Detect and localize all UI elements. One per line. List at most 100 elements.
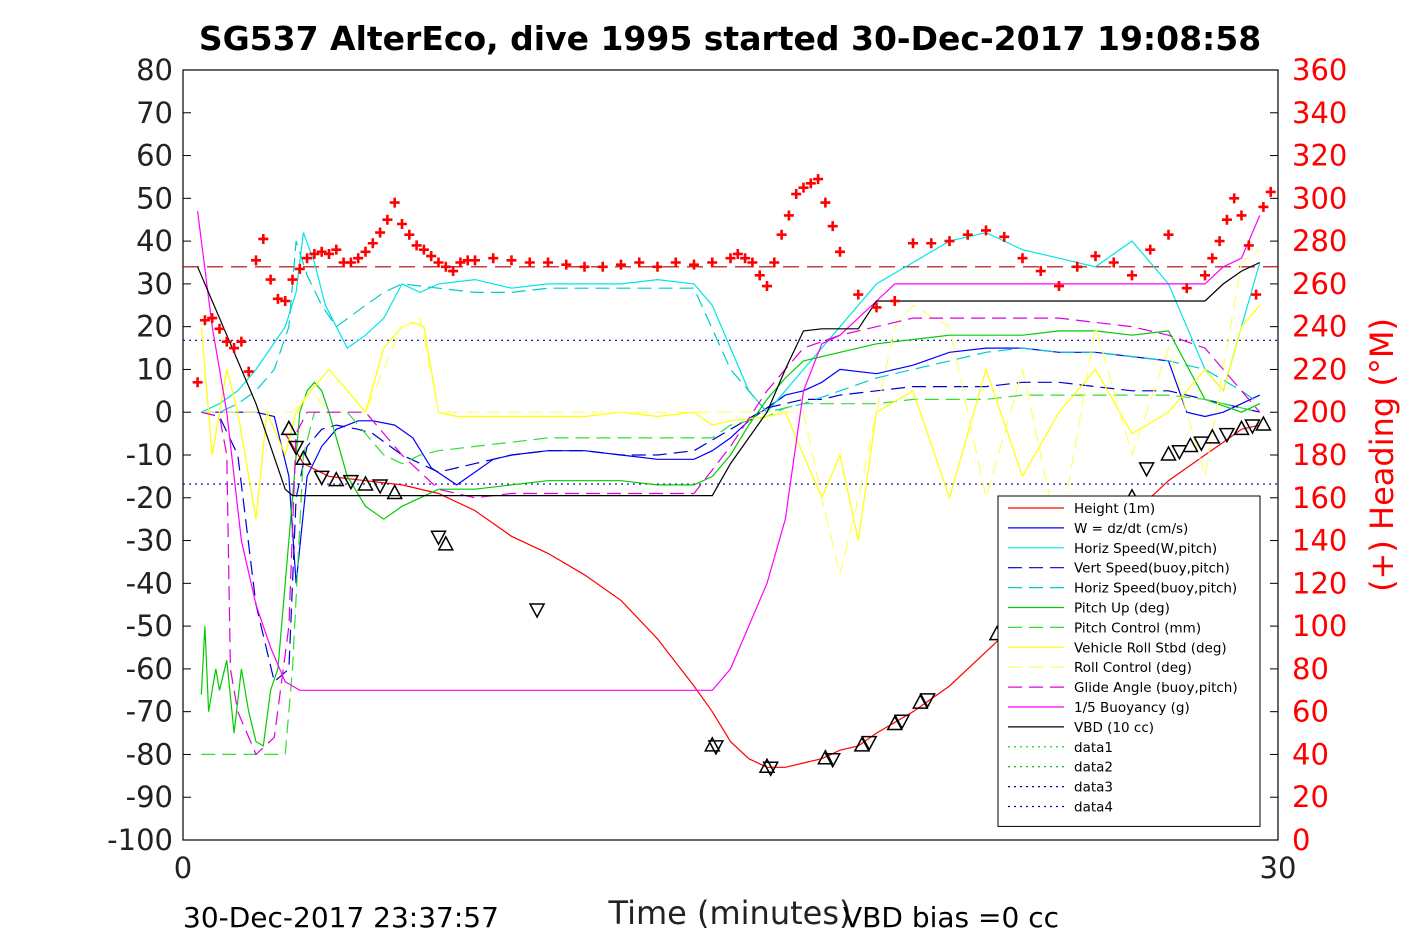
legend-box (997, 495, 1261, 827)
legend-label: data1 (1074, 740, 1113, 756)
y-right-tick-label: 80 (1292, 652, 1329, 686)
heading-point (294, 263, 305, 274)
y-axis-left: 80 70 60 50 40 30 20 10 0 -10 -20 -30 -40 -50 -60 -70 -8… (107, 53, 191, 857)
heading-point (397, 219, 407, 229)
sample-marker (528, 603, 546, 619)
heading-point (707, 257, 718, 268)
sample-marker (1233, 419, 1250, 436)
y-tick-label: -100 (107, 823, 173, 857)
y-right-tick-label: 180 (1292, 438, 1347, 472)
heading-point (524, 257, 535, 268)
heading-point (367, 238, 378, 249)
sample-marker (280, 419, 298, 436)
heading-point (1017, 253, 1028, 264)
y-tick-label: 40 (136, 224, 173, 258)
heading-point (1200, 270, 1210, 281)
y-right-tick-label: 340 (1292, 96, 1347, 130)
sample-marker (1171, 444, 1188, 461)
sample-marker (1160, 445, 1177, 461)
heading-point (251, 255, 261, 266)
sample-marker (1193, 436, 1210, 452)
series-line (201, 394, 1260, 756)
y-right-tick-label: 220 (1292, 352, 1347, 386)
legend-label: Pitch Control (mm) (1074, 620, 1201, 636)
y-right-tick-label: 120 (1292, 566, 1347, 600)
y-tick-label: -80 (126, 737, 173, 771)
heading-point (404, 229, 415, 240)
heading-point (316, 246, 327, 257)
y-tick-label: -10 (126, 438, 173, 472)
sample-marker (707, 740, 725, 756)
heading-point (243, 366, 254, 377)
heading-point (1090, 251, 1101, 262)
heading-point (1251, 289, 1262, 300)
x-axis: 0 30 (174, 832, 1297, 885)
heading-point (783, 210, 794, 221)
y-tick-label: -30 (126, 524, 173, 558)
heading-point (1054, 281, 1064, 292)
series-line (197, 261, 1261, 497)
y-tick-label: 60 (136, 139, 173, 173)
heading-point (207, 313, 218, 324)
legend-label: Height (1m) (1074, 501, 1155, 517)
y-right-tick-label: 300 (1292, 181, 1347, 215)
sample-marker (357, 475, 374, 491)
heading-point (791, 189, 802, 200)
heading-point (999, 231, 1010, 242)
heading-point (1207, 253, 1218, 264)
heading-point (597, 261, 608, 272)
heading-point (776, 229, 787, 240)
series-line (201, 317, 1261, 756)
y-right-tick-label: 20 (1292, 780, 1329, 814)
x-tick-label: 0 (174, 851, 192, 885)
heading-point (1108, 257, 1119, 268)
y-tick-label: -60 (126, 652, 173, 686)
heading-layer (192, 174, 1276, 388)
sample-marker (287, 440, 305, 457)
y-right-tick-label: 160 (1292, 481, 1347, 515)
y-tick-label: 10 (136, 352, 173, 386)
heading-point (258, 233, 269, 244)
heading-point (389, 197, 400, 208)
heading-point (287, 274, 298, 285)
heading-point (740, 253, 751, 264)
sample-marker (912, 693, 929, 709)
sample-marker (758, 757, 776, 774)
y-right-tick-label: 260 (1292, 267, 1347, 301)
y-tick-label: 70 (136, 96, 173, 130)
heading-point (1127, 270, 1137, 281)
series-line (200, 304, 1261, 541)
y-tick-label: -40 (126, 566, 173, 600)
y-right-tick-label: 360 (1292, 53, 1347, 87)
sample-marker (853, 736, 871, 752)
sample-marker (886, 714, 904, 731)
heading-point (871, 302, 882, 313)
x-tick-label: 30 (1260, 851, 1297, 885)
heading-point (345, 257, 356, 268)
heading-point (762, 281, 772, 292)
y-right-tick-label: 40 (1292, 737, 1329, 771)
sample-marker (817, 749, 834, 765)
y-tick-label: -90 (126, 780, 173, 814)
sample-marker (1244, 419, 1261, 435)
heading-point (1145, 244, 1156, 255)
footer-vbd-bias: VBD bias =0 cc (843, 901, 1059, 934)
heading-point (747, 257, 758, 268)
y-axis-right: 3603403203002802602402202001801601401201… (1270, 53, 1347, 857)
heading-point (1163, 229, 1174, 240)
heading-point (1236, 210, 1247, 221)
heading-point (962, 229, 973, 240)
heading-point (199, 315, 210, 326)
heading-point (265, 274, 276, 285)
heading-point (634, 257, 645, 268)
heading-point (1072, 261, 1083, 272)
legend-label: Vehicle Roll Stbd (deg) (1074, 640, 1227, 656)
legend-label: Glide Angle (buoy,pitch) (1074, 680, 1238, 696)
heading-point (579, 261, 590, 272)
heading-point (455, 257, 466, 268)
heading-point (280, 296, 291, 306)
sample-marker (824, 752, 841, 769)
chart-title: SG537 AlterEco, dive 1995 started 30-Dec… (199, 19, 1261, 58)
sample-marker (328, 471, 345, 487)
